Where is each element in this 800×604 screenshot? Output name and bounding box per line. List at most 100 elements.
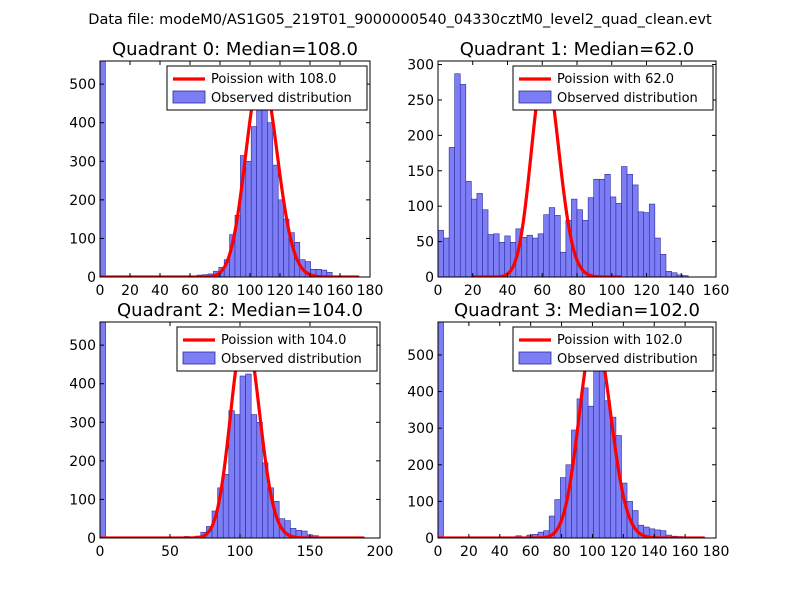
legend-bar-label: Observed distribution [557,352,698,367]
y-tick-label: 400 [69,116,96,132]
legend-line-label: Poission with 108.0 [211,72,336,87]
histogram-bar [582,387,589,538]
y-tick-label: 250 [407,93,434,109]
histogram-bar [621,166,628,277]
x-tick-label: 60 [522,544,540,560]
legend-line-label: Poission with 104.0 [221,333,346,348]
axes-frame [99,60,371,278]
y-tick-label: 500 [407,348,434,364]
x-tick-label: 0 [96,544,105,560]
quadrant-1-panel: 0 20 40 60 80 100 120 140 160 0 50 100 150 200 250 300 Q… [407,39,729,299]
histogram-bar [465,181,472,277]
x-tick-label: 120 [610,544,637,560]
x-tick-label: 60 [181,283,199,299]
histogram-bar [665,271,672,277]
x-tick-label: 0 [434,283,443,299]
x-tick-label: 120 [633,283,660,299]
histogram-bar [482,209,489,277]
histogram-bar [476,193,483,277]
histogram-bar [239,375,246,538]
y-tick-label: 0 [87,270,96,286]
x-tick-label: 150 [297,544,324,560]
axes-frame [437,321,717,539]
histogram-bar [582,220,589,277]
panel-title: Quadrant 0: Median=108.0 [112,39,358,60]
x-tick-label: 100 [237,283,264,299]
x-tick-label: 180 [703,544,730,560]
x-tick-label: 140 [641,544,668,560]
y-tick-label: 150 [407,164,434,180]
y-tick-label: 0 [425,270,434,286]
histogram-bar [598,178,606,277]
y-tick-label: 50 [416,235,434,251]
legend-bar-swatch [172,90,206,104]
y-tick-label: 200 [69,454,96,470]
histogram-bar [604,400,611,538]
y-tick-label: 100 [69,492,96,508]
y-tick-label: 200 [69,193,96,209]
histogram-bar [532,237,539,277]
x-tick-label: 60 [533,283,551,299]
x-tick-label: 80 [568,283,586,299]
quadrant-2-panel: 0 50 100 150 200 0 100 200 300 400 500 Quadrant 2: … [69,300,393,560]
poisson-curve [100,328,365,538]
histogram-bar [626,174,633,277]
histogram-bar [471,198,478,277]
histogram-bar [554,215,561,277]
histogram-bar [100,322,106,538]
x-tick-label: 40 [499,283,517,299]
legend: Poission with 62.0 Observed distribution [512,65,714,111]
histogram-bar [256,103,263,277]
y-tick-label: 300 [407,58,434,74]
histogram-bar [587,405,594,538]
histogram-bar [250,414,258,538]
x-tick-label: 40 [491,544,509,560]
histogram-bar [438,229,444,277]
plot-content [438,322,706,538]
x-tick-label: 40 [151,283,169,299]
x-tick-label: 160 [672,544,699,560]
y-tick-label: 300 [69,154,96,170]
legend-line-label: Poission with 62.0 [557,72,674,87]
x-tick-label: 0 [96,283,105,299]
histogram-bar [643,212,650,277]
histogram-bar [487,234,494,277]
histogram-bar [587,197,594,277]
x-tick-label: 160 [703,283,730,299]
x-tick-label: 100 [579,544,606,560]
y-tick-label: 500 [69,338,96,354]
histogram-bar [671,272,678,277]
histogram-bar [261,97,268,277]
histogram-bar [526,234,533,277]
histogram-bar [615,203,622,277]
x-tick-label: 20 [460,544,478,560]
x-tick-label: 140 [297,283,324,299]
plot-content [100,322,365,538]
histogram-bar [593,343,600,538]
histogram-bar [660,254,667,277]
x-tick-label: 20 [464,283,482,299]
y-tick-label: 200 [407,128,434,144]
x-tick-label: 80 [211,283,229,299]
histogram-bar [598,350,606,538]
poisson-curve [100,70,360,277]
x-tick-label: 180 [357,283,384,299]
histogram-bar [443,237,450,277]
y-tick-label: 100 [69,231,96,247]
histogram-bar [267,122,274,277]
histogram-bar [454,73,461,277]
histogram-bar [560,251,567,277]
x-tick-label: 80 [553,544,571,560]
quadrant-3-panel: 0 20 40 60 80 100 120 140 160 1800100200300400500… [407,300,729,560]
histogram-bar [521,237,528,277]
histogram-bar [448,147,455,277]
histogram-bar [537,233,544,277]
y-tick-label: 400 [69,377,96,393]
legend-bar-label: Observed distribution [221,352,362,367]
histogram-bar [637,211,645,277]
x-tick-label: 200 [367,544,394,560]
histogram-bar [459,84,467,277]
panel-title: Quadrant 1: Median=62.0 [460,39,695,60]
y-tick-label: 100 [407,494,434,510]
